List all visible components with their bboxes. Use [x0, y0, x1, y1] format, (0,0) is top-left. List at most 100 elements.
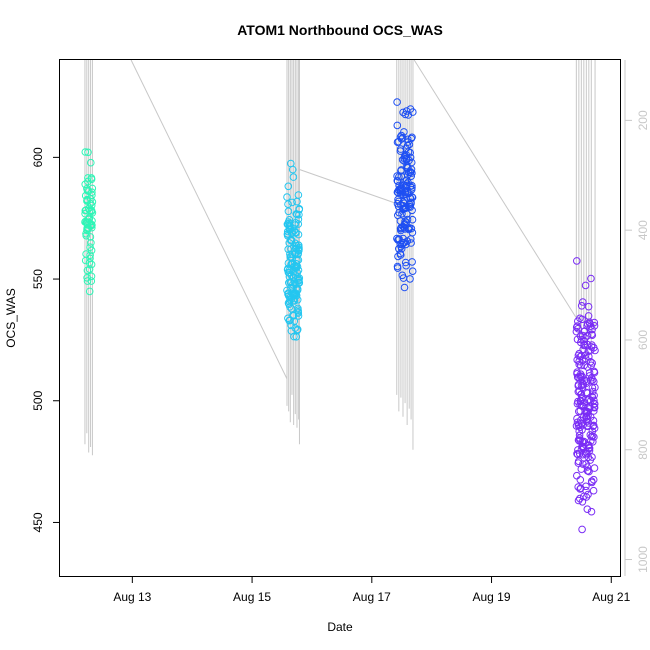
data-point: [577, 302, 586, 310]
y-tick-label: 550: [31, 269, 45, 289]
data-point: [86, 233, 95, 241]
data-point: [408, 267, 417, 276]
data-point: [397, 131, 406, 140]
data-point: [287, 237, 296, 245]
data-point: [88, 191, 96, 199]
data-point: [573, 368, 581, 377]
secondary-y-tick-label: 800: [636, 439, 650, 459]
data-point: [393, 234, 401, 243]
data-point: [293, 325, 302, 334]
y-tick-label: 600: [31, 147, 45, 167]
data-point: [393, 177, 402, 185]
data-point: [407, 239, 415, 247]
x-tick-label: Aug 13: [113, 590, 151, 604]
data-point: [85, 206, 94, 215]
data-point: [81, 206, 90, 215]
data-point: [590, 368, 599, 377]
data-point: [589, 387, 597, 396]
data-point: [81, 148, 90, 156]
data-point: [285, 316, 294, 325]
data-point: [294, 309, 303, 317]
data-point: [581, 406, 589, 415]
data-point: [408, 258, 416, 266]
data-point: [285, 239, 294, 247]
data-point: [294, 266, 303, 275]
secondary-y-tick-label: 400: [636, 220, 650, 240]
data-point: [294, 304, 302, 313]
data-point: [84, 174, 92, 182]
data-point: [82, 250, 90, 258]
data-point: [580, 437, 588, 446]
data-point: [284, 218, 293, 226]
secondary-y-tick-label: 200: [636, 110, 650, 130]
secondary-y-tick-label: 600: [636, 330, 650, 350]
data-point: [407, 158, 416, 167]
secondary-y-axis: 200 400 600 800 1000: [624, 60, 650, 576]
data-point: [400, 157, 408, 165]
data-point: [295, 278, 303, 287]
data-point: [590, 343, 598, 352]
connector-lines: [130, 59, 577, 380]
data-point: [284, 259, 293, 268]
data-point: [283, 193, 291, 201]
data-point: [401, 258, 410, 267]
data-point: [580, 337, 589, 346]
data-point: [407, 235, 415, 243]
data-point: [284, 182, 293, 191]
data-point: [87, 201, 96, 210]
data-point: [576, 476, 585, 484]
data-point: [574, 422, 583, 430]
x-tick-label: Aug 17: [353, 590, 391, 604]
data-point: [581, 281, 590, 290]
y-axis-title: OCS_WAS: [4, 288, 18, 348]
data-point: [400, 154, 408, 163]
data-point: [286, 316, 294, 324]
data-point: [294, 215, 303, 224]
data-point: [394, 252, 402, 261]
y-tick-label: 500: [31, 390, 45, 410]
data-point: [86, 199, 95, 208]
data-point: [586, 358, 595, 366]
data-point: [575, 349, 583, 358]
data-point: [290, 332, 298, 341]
data-point: [288, 259, 296, 267]
x-tick-label: Aug 21: [592, 590, 630, 604]
data-point: [294, 191, 303, 199]
data-point: [573, 414, 581, 423]
data-point: [587, 361, 596, 370]
data-point: [584, 453, 593, 462]
data-point: [287, 159, 295, 168]
data-point: [585, 467, 593, 476]
data-point: [401, 177, 410, 185]
data-point: [83, 277, 92, 285]
data-point: [285, 297, 294, 306]
data-point: [572, 323, 581, 332]
data-point: [395, 235, 403, 244]
data-point: [290, 317, 299, 326]
track-lines: [84, 60, 596, 456]
x-axis: Aug 13 Aug 15 Aug 17 Aug 19 Aug 21: [113, 576, 631, 604]
data-point: [407, 198, 415, 207]
data-point: [87, 260, 96, 269]
data-point: [288, 264, 296, 272]
data-point: [393, 262, 402, 271]
data-point: [401, 110, 410, 119]
data-point: [588, 325, 596, 334]
data-point: [583, 331, 592, 340]
data-point: [574, 324, 582, 333]
data-point: [574, 397, 582, 406]
data-point: [285, 226, 294, 234]
chart-title: ATOM1 Northbound OCS_WAS: [237, 22, 443, 38]
data-point: [82, 231, 90, 240]
data-point: [588, 432, 597, 440]
data-point: [402, 261, 410, 270]
data-point: [85, 287, 94, 296]
data-point: [294, 312, 303, 320]
connector-line: [299, 169, 397, 205]
data-point: [588, 427, 597, 436]
data-point: [583, 505, 592, 514]
data-point: [399, 108, 407, 117]
data-point: [290, 297, 299, 305]
data-point: [408, 133, 416, 142]
